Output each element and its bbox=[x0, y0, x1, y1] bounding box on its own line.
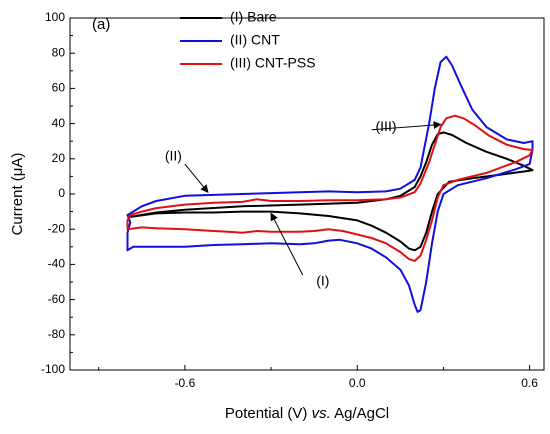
y-tick-label: -100 bbox=[41, 362, 65, 376]
x-axis-label: Potential (V) vs. Ag/AgCl bbox=[225, 405, 389, 422]
plot-frame bbox=[69, 17, 545, 371]
annotation-label-i: (I) bbox=[316, 273, 329, 289]
annotation-arrow-i bbox=[270, 212, 304, 276]
y-tick-label: 80 bbox=[52, 45, 66, 59]
annotation-label-ii: (II) bbox=[165, 148, 182, 164]
series-layer bbox=[126, 55, 534, 313]
y-tick-label: 20 bbox=[52, 151, 66, 165]
annotation-label-iii: (III) bbox=[376, 118, 397, 134]
y-tick-label: -60 bbox=[48, 292, 66, 306]
panel-label: (a) bbox=[92, 16, 110, 33]
y-tick-label: -80 bbox=[48, 327, 66, 341]
y-tick-label: 40 bbox=[52, 116, 66, 130]
legend-label-cnt-pss: (III) CNT-PSS bbox=[230, 55, 316, 71]
x-tick-label: -0.6 bbox=[175, 376, 196, 390]
y-tick-label: 60 bbox=[52, 81, 66, 95]
series-line-ii-cnt bbox=[126, 55, 534, 313]
legend-label-bare: (I) Bare bbox=[230, 9, 277, 25]
annotation-layer: (I) (II) (III) bbox=[165, 118, 442, 289]
x-tick-label: 0.0 bbox=[349, 376, 366, 390]
x-tick-label: 0.6 bbox=[521, 376, 538, 390]
y-tick-label: 100 bbox=[45, 10, 65, 24]
y-tick-label: 0 bbox=[58, 186, 65, 200]
legend: (I) Bare (II) CNT (III) CNT-PSS bbox=[180, 9, 316, 71]
series-line-i-bare bbox=[129, 131, 534, 252]
ticks-layer: -100 -80 -60 -40 -20 0 20 40 60 80 100 -0.6 0.0 0.6 bbox=[41, 10, 538, 390]
y-tick-label: -40 bbox=[48, 257, 66, 271]
legend-label-cnt: (II) CNT bbox=[230, 32, 280, 48]
annotation-arrow-iii bbox=[371, 121, 442, 131]
series-line-iii-cnt-pss bbox=[126, 114, 534, 262]
annotation-arrow-ii bbox=[184, 163, 209, 194]
y-axis-label: Current (μA) bbox=[9, 153, 26, 236]
y-tick-label: -20 bbox=[48, 221, 66, 235]
